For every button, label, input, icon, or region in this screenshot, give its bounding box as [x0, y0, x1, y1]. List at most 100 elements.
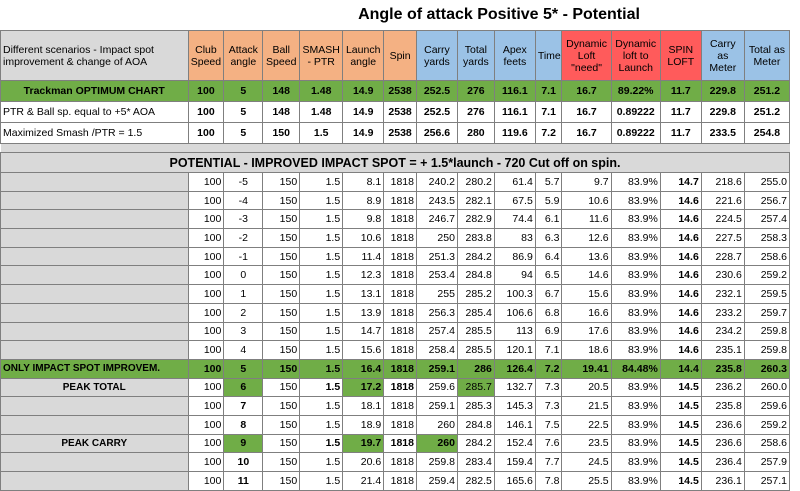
table-cell: 100	[187, 358, 225, 379]
table-cell: 83.9%	[610, 265, 661, 286]
potential-row-label	[0, 302, 189, 323]
table-cell: 1.5	[299, 433, 344, 454]
table-cell: 9.8	[342, 209, 385, 230]
table-cell: 83.9%	[610, 471, 661, 491]
table-cell: 1	[223, 284, 264, 304]
table-cell: 11.7	[659, 122, 702, 144]
table-cell: 14.6	[659, 228, 702, 248]
table-cell: 150	[262, 122, 301, 144]
table-cell: 83.9%	[610, 433, 661, 454]
table-cell: 61.4	[493, 172, 536, 192]
table-cell: 100	[187, 414, 225, 435]
table-cell: 100	[187, 228, 225, 248]
table-cell: 14.6	[659, 190, 702, 211]
table-cell: 10.6	[561, 190, 612, 211]
table-cell: 1818	[383, 471, 417, 491]
table-cell: 259.8	[415, 452, 458, 472]
table-cell: 14.6	[659, 246, 702, 267]
table-cell: 16.7	[561, 122, 612, 144]
potential-row-label	[0, 340, 189, 360]
table-cell: 5	[223, 101, 264, 123]
table-cell: 1.5	[299, 358, 344, 379]
potential-row: 100 -4 150 1.5 8.9 1818 243.5 282.1 67.5 5.9 10.6 8…	[0, 190, 791, 211]
table-cell: 21.4	[342, 471, 385, 491]
table-cell: 255	[415, 284, 458, 304]
table-cell: 285.5	[456, 321, 495, 342]
table-cell: 74.4	[493, 209, 536, 230]
table-cell: 22.5	[561, 414, 612, 435]
potential-row-label	[0, 190, 189, 211]
table-cell: 5	[223, 122, 264, 144]
table-cell: 20.6	[342, 452, 385, 472]
table-cell: 256.7	[743, 190, 791, 211]
spreadsheet: Angle of attack Positive 5* - Potential …	[0, 6, 791, 491]
table-cell: 2538	[383, 122, 417, 144]
table-cell: 14.6	[659, 302, 702, 323]
table-cell: 1818	[383, 414, 417, 435]
table-cell: 6.7	[534, 284, 563, 304]
table-cell: 259.6	[743, 396, 791, 416]
table-cell: 2	[223, 302, 264, 323]
table-cell: 106.6	[493, 302, 536, 323]
table-cell: 259.2	[743, 414, 791, 435]
table-cell: 4	[223, 340, 264, 360]
potential-row: 100 10 150 1.5 20.6 1818 259.8 283.4 159.4 7.7 24.…	[0, 452, 791, 472]
table-cell: 256.3	[415, 302, 458, 323]
table-cell: 83.9%	[610, 302, 661, 323]
table-cell: 1818	[383, 340, 417, 360]
table-cell: 7.3	[534, 396, 563, 416]
table-cell: 8.1	[342, 172, 385, 192]
table-cell: 7.2	[534, 122, 563, 144]
table-cell: 218.6	[700, 172, 745, 192]
table-cell: 257.1	[743, 471, 791, 491]
table-cell: 1.5	[299, 209, 344, 230]
table-cell: 16.4	[342, 358, 385, 379]
table-cell: 83.9%	[610, 284, 661, 304]
table-cell: 1818	[383, 265, 417, 286]
table-cell: 235.8	[700, 396, 745, 416]
table-cell: 24.5	[561, 452, 612, 472]
table-cell: 116.1	[493, 101, 536, 123]
table-cell: 100	[187, 80, 225, 102]
separator-row	[0, 143, 790, 153]
table-cell: 100.3	[493, 284, 536, 304]
table-cell: 233.2	[700, 302, 745, 323]
top-row: PTR & Ball sp. equal to +5* AOA 100 5 148 1.…	[0, 101, 791, 123]
table-cell: 83.9%	[610, 321, 661, 342]
table-cell: 100	[187, 377, 225, 398]
table-cell: 100	[187, 122, 225, 144]
table-cell: 94	[493, 265, 536, 286]
potential-title: POTENTIAL - IMPROVED IMPACT SPOT = + 1.5…	[0, 152, 790, 173]
table-cell: 7.1	[534, 80, 563, 102]
table-cell: 17.6	[561, 321, 612, 342]
table-cell: 283.4	[456, 452, 495, 472]
header-time: Time	[534, 30, 563, 81]
table-cell: 6.1	[534, 209, 563, 230]
table-cell: 6.4	[534, 246, 563, 267]
table-cell: 100	[187, 340, 225, 360]
top-row-label: Maximized Smash /PTR = 1.5	[0, 122, 189, 144]
header-row: Different scenarios - Impact spot improv…	[0, 30, 791, 81]
table-cell: 25.5	[561, 471, 612, 491]
potential-title-row: POTENTIAL - IMPROVED IMPACT SPOT = + 1.5…	[0, 152, 790, 173]
table-cell: 257.4	[415, 321, 458, 342]
table-cell: 282.9	[456, 209, 495, 230]
table-cell: 8.9	[342, 190, 385, 211]
table-cell: 83.9%	[610, 340, 661, 360]
header-attack-angle: Attack angle	[223, 30, 264, 81]
table-cell: 100	[187, 209, 225, 230]
table-cell: 13.6	[561, 246, 612, 267]
table-cell: 17.2	[342, 377, 385, 398]
table-cell: 150	[262, 340, 301, 360]
table-cell: 150	[262, 302, 301, 323]
potential-row-label	[0, 321, 189, 342]
table-cell: 116.1	[493, 80, 536, 102]
table-cell: 1.5	[299, 122, 344, 144]
table-cell: -5	[223, 172, 264, 192]
table-cell: 10	[223, 452, 264, 472]
potential-row-label: PEAK CARRY	[0, 433, 189, 454]
potential-row-label	[0, 471, 189, 491]
potential-row-label	[0, 284, 189, 304]
table-cell: 83.9%	[610, 172, 661, 192]
potential-row: PEAK TOTAL 100 6 150 1.5 17.2 1818 259.6 285.7 13…	[0, 377, 791, 398]
